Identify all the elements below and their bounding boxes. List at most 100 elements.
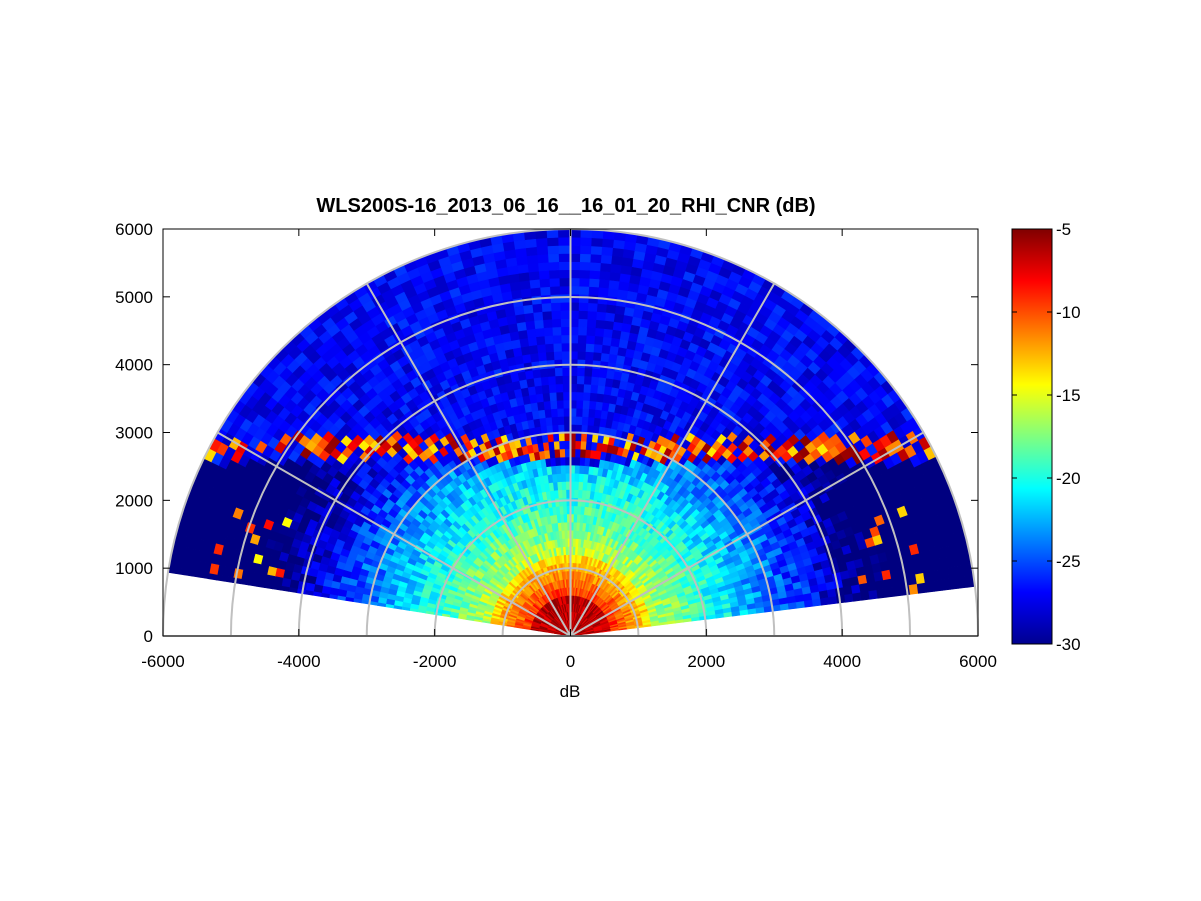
heatmap-cell — [596, 303, 607, 313]
heatmap-cell — [578, 302, 589, 312]
heatmap-cell — [542, 400, 551, 410]
heatmap-cell — [554, 375, 563, 385]
heatmap-cell — [550, 416, 559, 426]
heatmap-cell — [540, 376, 549, 386]
heatmap-cell — [558, 277, 570, 287]
heatmap-cell — [563, 407, 571, 417]
heatmap-cell — [588, 269, 601, 280]
heatmap-cell — [548, 383, 557, 394]
heatmap-cell — [608, 271, 621, 282]
heatmap-cell — [550, 302, 561, 312]
heatmap-cell — [555, 391, 564, 401]
heatmap-cell — [536, 343, 546, 354]
heatmap-cell — [559, 293, 570, 303]
heatmap-cell — [537, 261, 550, 272]
heatmap-cell — [892, 585, 903, 597]
heatmap-cell — [579, 261, 591, 271]
heatmap-cell — [595, 319, 606, 329]
heatmap-cell — [520, 287, 532, 298]
heatmap-cell — [547, 375, 556, 385]
heatmap-cell — [549, 285, 561, 296]
heatmap-cell — [563, 432, 571, 442]
heatmap-cell — [560, 464, 566, 474]
heatmap-cell — [575, 415, 583, 425]
heatmap-cell — [612, 321, 623, 332]
heatmap-cell — [550, 310, 561, 320]
heatmap-cell — [600, 344, 611, 355]
heatmap-cell — [578, 269, 591, 279]
heatmap-cell — [528, 344, 539, 355]
heatmap-cell — [199, 571, 210, 580]
heatmap-cell — [578, 473, 584, 483]
heatmap-cell — [529, 286, 541, 297]
heatmap-cell — [562, 391, 570, 401]
heatmap-cell — [589, 392, 598, 402]
heatmap-cell — [564, 440, 571, 450]
heatmap-cell — [587, 408, 596, 418]
heatmap-cell — [576, 350, 586, 360]
heatmap-cell — [582, 391, 591, 402]
heatmap-cell — [546, 367, 556, 377]
heatmap-cell — [572, 513, 578, 523]
heatmap-cell — [590, 376, 600, 386]
heatmap-cell — [517, 271, 530, 282]
heatmap-cell — [586, 318, 597, 328]
heatmap-cell — [579, 253, 591, 263]
heatmap-cell — [535, 335, 546, 346]
heatmap-cell — [581, 408, 590, 418]
heatmap-cell — [599, 262, 612, 273]
heatmap-cell — [607, 353, 618, 364]
heatmap-cell — [555, 383, 564, 393]
heatmap-cell — [591, 367, 600, 378]
heatmap-cell — [584, 449, 592, 459]
heatmap-cell — [603, 320, 614, 330]
heatmap-cell — [560, 318, 570, 328]
heatmap-cell — [600, 352, 610, 363]
heatmap-cell — [561, 358, 570, 368]
heatmap-cell — [608, 279, 620, 290]
heatmap-cell — [578, 285, 590, 295]
heatmap-cell — [523, 312, 535, 323]
heatmap-cell — [593, 417, 601, 427]
heatmap-cell — [550, 408, 558, 418]
heatmap-cell — [551, 318, 562, 328]
heatmap-cell — [563, 415, 571, 425]
heatmap-cell — [545, 351, 555, 361]
heatmap-cell — [528, 278, 541, 289]
heatmap-cell — [577, 489, 583, 499]
heatmap-cell — [557, 424, 565, 434]
heatmap-cell — [573, 505, 578, 515]
heatmap-cell — [557, 244, 570, 254]
heatmap-cell — [552, 334, 562, 344]
heatmap-cell — [595, 392, 605, 403]
heatmap-cell — [595, 311, 607, 321]
heatmap-cell — [609, 337, 621, 348]
heatmap-cell — [589, 384, 599, 394]
heatmap-cell — [596, 384, 606, 395]
heatmap-cell — [574, 448, 581, 458]
heatmap-cell — [593, 343, 603, 354]
heatmap-cell — [542, 318, 553, 329]
heatmap-cell — [565, 489, 571, 498]
heatmap-cell — [565, 481, 571, 490]
heatmap-cell — [538, 270, 550, 280]
heatmap-cell — [562, 375, 570, 385]
heatmap-cell — [884, 586, 895, 598]
heatmap-cell — [561, 367, 570, 376]
heatmap-cell — [524, 320, 536, 331]
heatmap-cell — [558, 253, 570, 263]
heatmap-cell — [592, 351, 602, 362]
heatmap-cell — [605, 303, 617, 314]
heatmap-cell — [534, 327, 545, 338]
heatmap-cell — [551, 326, 562, 336]
heatmap-cell — [543, 335, 554, 345]
heatmap-cell — [560, 334, 570, 344]
heatmap-cell — [554, 367, 563, 377]
heatmap-cell — [601, 336, 612, 347]
heatmap-cell — [585, 343, 595, 353]
heatmap-cell — [556, 407, 564, 417]
heatmap-cell — [577, 310, 588, 320]
heatmap-cell — [573, 481, 579, 490]
heatmap-cell — [546, 245, 559, 255]
